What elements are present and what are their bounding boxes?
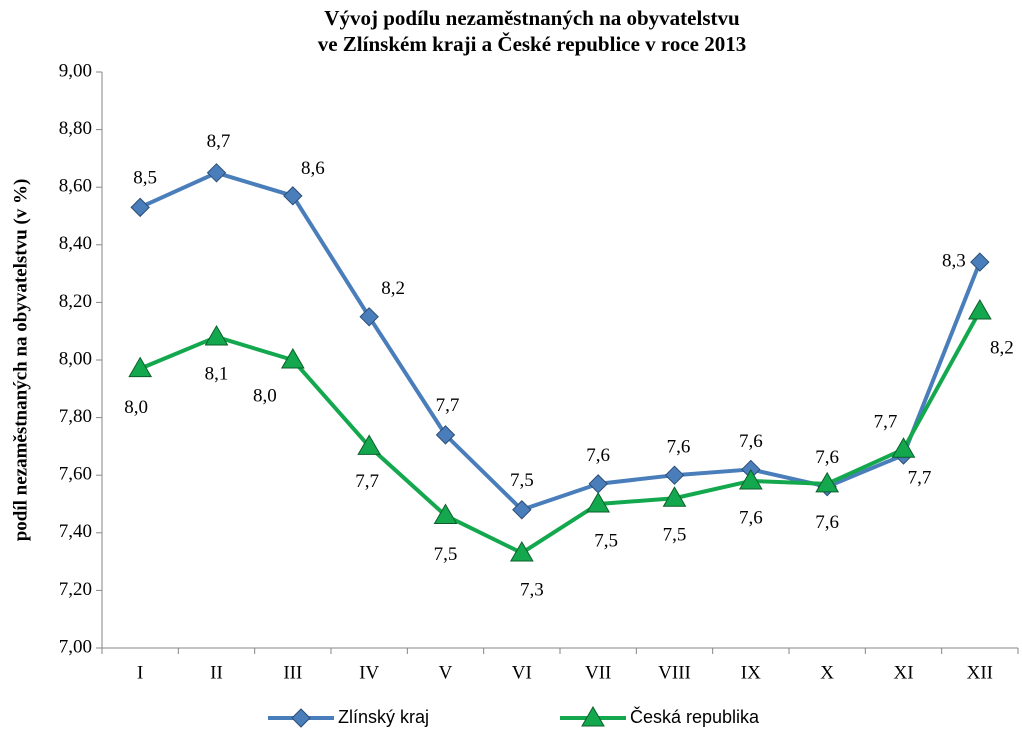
data-label: 7,6 xyxy=(739,431,763,452)
marker xyxy=(512,500,532,520)
marker xyxy=(130,197,150,218)
marker xyxy=(204,324,229,346)
data-label: 8,6 xyxy=(301,158,325,179)
marker xyxy=(815,471,840,493)
x-tick-label: III xyxy=(283,662,302,683)
data-label: 7,7 xyxy=(874,412,898,433)
data-label: 8,0 xyxy=(253,385,277,406)
y-tick-label: 7,80 xyxy=(59,406,92,427)
data-label: 7,5 xyxy=(434,544,458,565)
marker xyxy=(662,486,687,507)
x-tick-label: VII xyxy=(585,662,611,683)
legend-label: Česká republika xyxy=(630,706,760,727)
data-label: 8,2 xyxy=(990,337,1014,358)
chart-title: Vývoj podílu nezaměstnaných na obyvatels… xyxy=(324,6,740,30)
marker xyxy=(509,540,534,562)
data-label: 7,6 xyxy=(815,447,839,468)
marker xyxy=(128,356,153,378)
x-tick-label: X xyxy=(820,662,834,683)
y-tick-label: 7,00 xyxy=(59,636,92,657)
data-label: 7,5 xyxy=(594,530,618,551)
x-tick-label: II xyxy=(210,662,223,683)
x-tick-label: I xyxy=(137,662,143,683)
marker xyxy=(435,425,456,445)
y-tick-label: 8,60 xyxy=(59,176,92,197)
y-tick-label: 8,40 xyxy=(59,233,92,254)
data-label: 7,6 xyxy=(586,445,610,466)
data-label: 7,6 xyxy=(739,507,763,528)
marker xyxy=(433,503,458,525)
data-label: 7,5 xyxy=(510,470,534,491)
marker xyxy=(967,299,992,320)
data-label: 8,5 xyxy=(133,168,157,189)
marker xyxy=(280,348,305,369)
data-label: 8,3 xyxy=(942,250,966,271)
marker xyxy=(357,434,382,455)
y-tick-label: 8,20 xyxy=(59,291,92,312)
legend-label: Zlínský kraj xyxy=(338,707,429,727)
marker xyxy=(359,307,379,327)
x-tick-label: VIII xyxy=(658,662,691,683)
marker xyxy=(291,708,311,728)
y-axis-label: podíl nezaměstnaných na obyvatelstvu (v … xyxy=(10,179,31,542)
data-label: 7,3 xyxy=(520,579,544,600)
marker xyxy=(581,706,605,727)
series-line xyxy=(139,170,982,512)
marker xyxy=(970,252,990,272)
marker xyxy=(588,474,608,494)
marker xyxy=(586,492,611,513)
y-tick-label: 7,60 xyxy=(59,464,92,485)
x-tick-label: VI xyxy=(512,662,532,683)
marker xyxy=(891,437,916,458)
data-label: 7,6 xyxy=(815,512,839,533)
y-tick-label: 7,20 xyxy=(59,579,92,600)
data-label: 8,7 xyxy=(207,131,231,152)
series-line xyxy=(139,310,982,555)
data-label: 8,1 xyxy=(205,363,229,384)
y-tick-label: 8,00 xyxy=(59,348,92,369)
marker xyxy=(283,186,303,206)
marker xyxy=(664,465,685,485)
y-tick-label: 9,00 xyxy=(59,60,92,81)
data-label: 7,7 xyxy=(908,467,932,488)
y-tick-label: 8,80 xyxy=(59,118,92,139)
marker xyxy=(206,163,227,183)
data-label: 8,0 xyxy=(124,397,148,418)
y-tick-label: 7,40 xyxy=(59,521,92,542)
x-tick-label: IV xyxy=(359,662,379,683)
x-tick-label: V xyxy=(439,662,453,683)
chart-title: ve Zlínském kraji a České republice v ro… xyxy=(318,32,747,56)
data-label: 7,7 xyxy=(355,471,379,492)
data-label: 8,2 xyxy=(381,278,405,299)
marker xyxy=(738,468,763,490)
legend: Zlínský kraj Česká republika xyxy=(268,706,760,728)
data-label: 7,5 xyxy=(663,525,687,546)
x-tick-label: IX xyxy=(741,662,761,683)
x-tick-label: XII xyxy=(967,662,993,683)
data-label: 7,7 xyxy=(436,395,460,416)
data-label: 7,6 xyxy=(667,437,691,458)
x-tick-label: XI xyxy=(893,662,913,683)
